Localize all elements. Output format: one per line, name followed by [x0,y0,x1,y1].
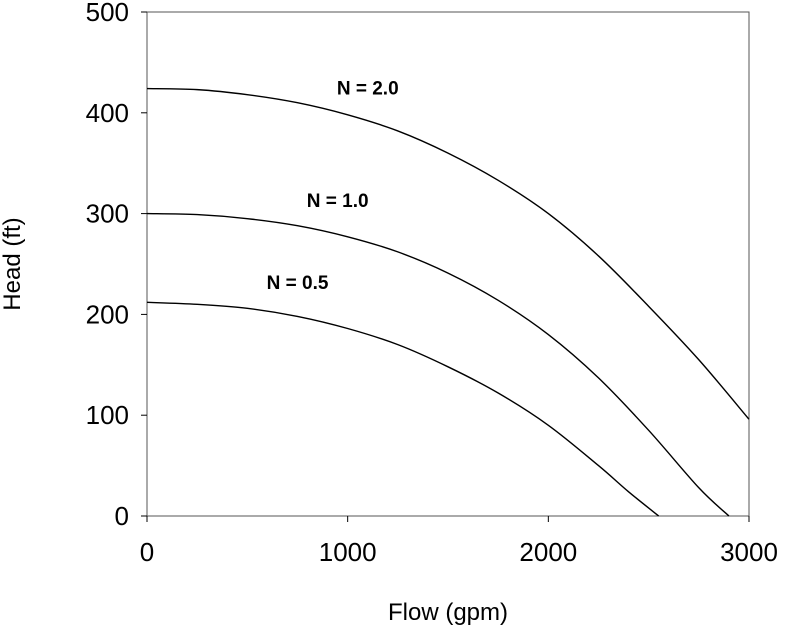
series-line-1 [146,87,750,420]
series-label: N = 1.0 [307,191,369,212]
y-axis: 0 100 200 300 400 500 [86,0,147,531]
y-tick-label: 200 [86,299,129,329]
series-labels: N = 2.0 N = 1.0 N = 0.5 [267,78,399,293]
x-tick-label: 3000 [720,537,778,567]
series-line-3 [146,301,660,517]
x-axis-label: Flow (gpm) [388,599,508,626]
series-line-2 [146,212,730,517]
x-tick-label: 2000 [519,537,577,567]
series-label: N = 2.0 [337,78,399,99]
y-tick-label: 400 [86,98,129,128]
y-axis-label: Head (ft) [0,217,26,310]
plot-frame [146,11,750,517]
series-label: N = 0.5 [267,273,329,294]
x-tick-label: 0 [140,537,154,567]
y-tick-label: 100 [86,400,129,430]
x-tick-label: 1000 [319,537,377,567]
y-tick-label: 500 [86,0,129,27]
y-tick-label: 300 [86,199,129,229]
y-tick-label: 0 [115,501,129,531]
x-axis: 0 1000 2000 3000 [140,516,778,567]
series-lines [146,87,750,517]
